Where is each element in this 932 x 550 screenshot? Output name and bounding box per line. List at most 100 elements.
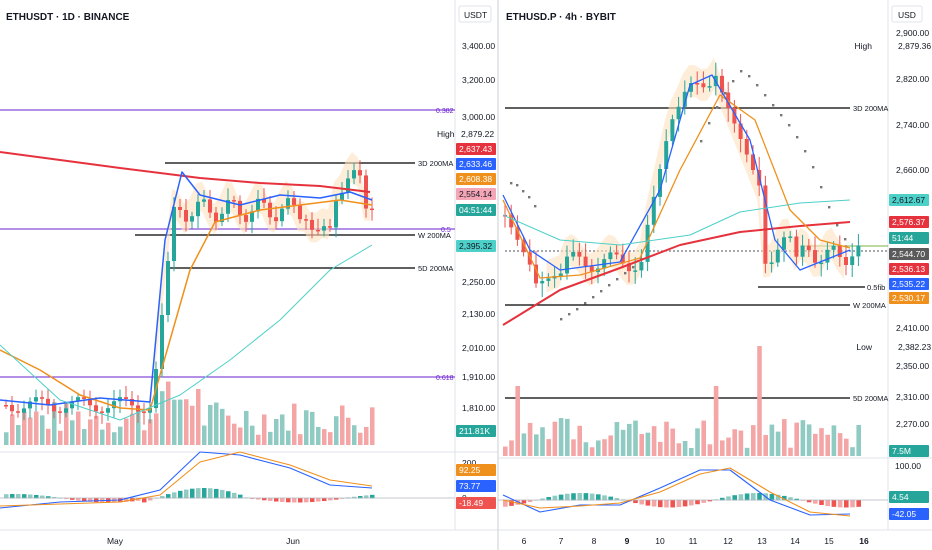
left-volume-bar (52, 402, 57, 445)
left-candle-body (370, 208, 374, 211)
right-volume-bar (782, 419, 787, 456)
right-macd-hist (701, 500, 706, 503)
left-chart-pane: ETHUSDT · 1D · BINANCE USDT 3,400.00 3,200.… (0, 0, 498, 546)
right-low-value: 2,382.23 (898, 342, 931, 352)
right-macd-hist (503, 500, 508, 507)
right-candle-body (589, 266, 594, 272)
right-candle-body (608, 252, 613, 260)
left-volume-bar (40, 415, 45, 445)
left-volume-bar (142, 430, 147, 445)
right-candle-body (813, 250, 817, 263)
left-macd-hist (226, 491, 231, 499)
left-volume-bar (124, 418, 129, 445)
right-sar-dot (568, 313, 571, 316)
right-price-badge-bg (889, 278, 929, 290)
left-volume-bar (160, 391, 165, 445)
right-price-badge-text: 51:44 (892, 233, 914, 243)
right-y-tick: 2,410.00 (896, 323, 929, 333)
left-macd-hist (184, 489, 189, 499)
right-price-badge-text: 2,536.13 (892, 264, 925, 274)
right-macd-hist (856, 500, 861, 507)
left-volume-bar (346, 417, 351, 445)
right-macd-hist (571, 493, 576, 501)
right-x-tick: 11 (689, 536, 698, 546)
right-volume-bar (682, 440, 688, 456)
left-price-badge: 2,637.43 (456, 143, 496, 155)
left-candle-body (286, 198, 290, 209)
right-volume-bar (540, 427, 545, 456)
left-candle-body (166, 261, 170, 315)
right-candle-body (831, 245, 836, 250)
right-y-tick: 2,350.00 (896, 361, 929, 371)
left-candle-body (184, 210, 188, 222)
right-macd-hist (602, 495, 607, 501)
left-volume-bar (292, 403, 297, 445)
right-sar-dot (764, 94, 767, 97)
right-price-badge: 51:44 (889, 232, 929, 244)
right-ma-orange (502, 94, 851, 279)
right-macd-hist (596, 494, 601, 501)
left-volume-bar (358, 432, 363, 445)
right-macd-hist (751, 493, 756, 501)
right-price-badge-text: -42.05 (892, 509, 916, 519)
right-low-label: Low (856, 342, 872, 352)
left-macd-hist (136, 498, 141, 501)
right-volume-bar (800, 420, 806, 456)
right-macd-hist (732, 495, 737, 501)
right-volume-bar (732, 429, 737, 456)
left-volume-bar (172, 399, 177, 445)
left-volume-bar (178, 399, 183, 445)
left-macd-hist (292, 498, 297, 503)
left-macd-hist (202, 488, 207, 499)
right-volume-bar (831, 425, 837, 456)
left-candle-body (94, 405, 98, 412)
right-volume-bar (651, 426, 657, 456)
right-macd-hist (775, 494, 781, 501)
right-macd-hist (689, 500, 694, 506)
left-price-badge: 211.81K (456, 425, 496, 437)
left-volume-bar (202, 425, 207, 445)
right-volume-bar (707, 444, 713, 456)
right-sar-dot (756, 84, 759, 87)
left-price-badge-text: 2,554.14 (459, 189, 492, 199)
left-candle-body (100, 411, 104, 413)
left-macd-hist (148, 498, 153, 501)
left-price-badge-text: 2,637.43 (459, 144, 492, 154)
left-3d200ma-label: 3D 200MA (418, 159, 453, 168)
right-candle-body (651, 196, 656, 225)
left-volume-bar (82, 429, 87, 445)
right-volume-bar (844, 438, 849, 456)
right-volume-bar (825, 434, 830, 456)
left-price-badge-text: 2,633.46 (459, 159, 492, 169)
right-volume-bar (558, 418, 564, 456)
right-candle-body (707, 86, 712, 88)
left-volume-bar (154, 413, 159, 445)
left-candle-body (28, 401, 32, 409)
right-macd-hist (515, 500, 520, 505)
right-candle-body (732, 108, 737, 124)
left-y-tick: 2,010.00 (462, 343, 495, 353)
right-candle-body (751, 154, 755, 170)
left-macd-hist (76, 498, 81, 501)
left-candle-body (172, 207, 176, 261)
right-candle-body (775, 249, 780, 263)
right-volume-bar (775, 431, 781, 456)
left-volume-bar (208, 404, 213, 445)
right-price-badge: -42.05 (889, 508, 929, 520)
left-volume-bar (94, 415, 99, 445)
right-macd-hist (540, 498, 545, 501)
right-macd-hist (844, 500, 849, 508)
right-candle-body (639, 261, 644, 271)
right-macd-hist (757, 493, 762, 501)
left-candle-body (10, 405, 14, 412)
left-macd-line (0, 451, 373, 509)
left-candle-body (190, 216, 194, 222)
left-volume-bar (328, 432, 333, 445)
right-price-badge: 7.5M (889, 445, 929, 457)
left-price-badge: -18.49 (456, 497, 496, 509)
right-candle-body (720, 75, 724, 93)
left-macd-hist (298, 498, 303, 503)
right-x-tick: 8 (592, 536, 597, 546)
right-price-badge: 2,536.13 (889, 263, 929, 275)
